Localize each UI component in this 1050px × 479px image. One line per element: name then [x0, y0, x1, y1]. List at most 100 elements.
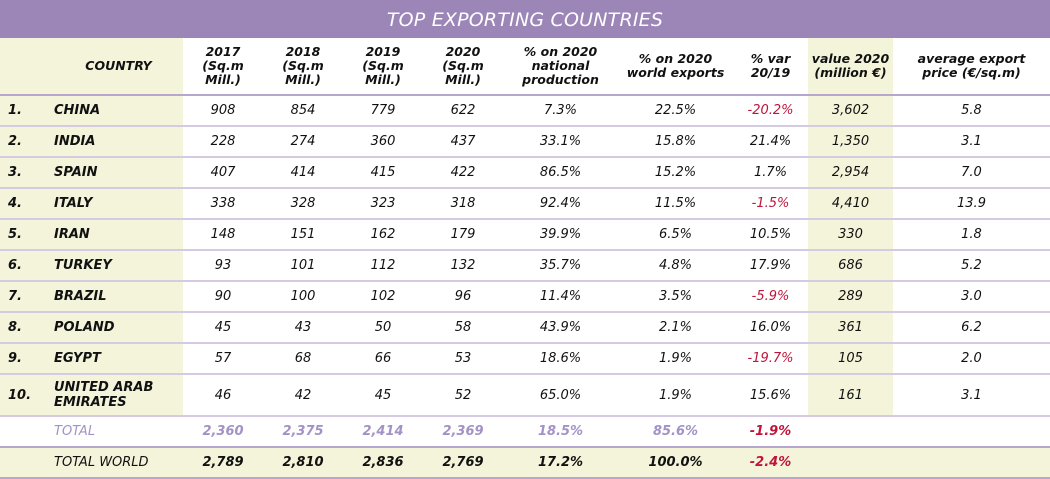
header-line: average export	[917, 51, 1026, 66]
header-y2018: 2018 (Sq.m Mill.)	[263, 38, 343, 96]
rank-cell: 7.	[0, 281, 46, 313]
country-name: TURKEY	[54, 258, 112, 273]
header-y2017: 2017 (Sq.m Mill.)	[183, 38, 263, 96]
header-line: % on 2020	[523, 44, 598, 59]
var-cell: -2.4%	[733, 447, 808, 479]
world-cell: 3.5%	[618, 281, 733, 313]
country-name: POLAND	[54, 320, 115, 335]
country-cell: BRAZIL	[46, 281, 183, 313]
rank-cell: 4.	[0, 188, 46, 220]
var-cell: 21.4%	[733, 126, 808, 158]
national-cell: 18.5%	[503, 416, 618, 448]
table-title: TOP EXPORTING COUNTRIES	[0, 0, 1050, 38]
header-y2020: 2020 (Sq.m Mill.)	[423, 38, 503, 96]
y2018-cell: 101	[263, 250, 343, 282]
header-line: (Sq.m Mill.)	[282, 58, 324, 87]
value-cell: 686	[808, 250, 893, 282]
world-cell: 22.5%	[618, 95, 733, 127]
header-var: % var 20/19	[733, 38, 808, 96]
national-cell: 17.2%	[503, 447, 618, 479]
country-name: IRAN	[54, 227, 90, 242]
national-cell: 92.4%	[503, 188, 618, 220]
var-cell: 10.5%	[733, 219, 808, 251]
price-cell: 1.8	[893, 219, 1050, 251]
rank-cell: 1.	[0, 95, 46, 127]
y2017-cell: 148	[183, 219, 263, 251]
price-cell	[893, 416, 1050, 448]
y2019-cell: 779	[343, 95, 423, 127]
world-cell: 6.5%	[618, 219, 733, 251]
country-cell: EGYPT	[46, 343, 183, 375]
country-header: COUNTRY	[46, 38, 183, 96]
total-world-row: TOTAL WORLD 2,789 2,810 2,836 2,769 17.2% 100.…	[0, 447, 1050, 479]
y2018-cell: 274	[263, 126, 343, 158]
national-cell: 18.6%	[503, 343, 618, 375]
y2019-cell: 112	[343, 250, 423, 282]
world-cell: 1.9%	[618, 343, 733, 375]
world-cell: 11.5%	[618, 188, 733, 220]
total-label: TOTAL	[46, 416, 183, 448]
y2017-cell: 46	[183, 374, 263, 417]
value-cell: 330	[808, 219, 893, 251]
price-cell: 2.0	[893, 343, 1050, 375]
country-name: SPAIN	[54, 165, 98, 180]
price-cell: 5.2	[893, 250, 1050, 282]
y2020-cell: 318	[423, 188, 503, 220]
y2019-cell: 415	[343, 157, 423, 189]
var-cell: -1.9%	[733, 416, 808, 448]
table-row: 4. ITALY 338 328 323 318 92.4% 11.5% -1.5% 4,410 1…	[0, 188, 1050, 220]
national-cell: 35.7%	[503, 250, 618, 282]
var-cell: -1.5%	[733, 188, 808, 220]
rank-cell	[0, 416, 46, 448]
y2018-cell: 100	[263, 281, 343, 313]
y2020-cell: 96	[423, 281, 503, 313]
header-row: COUNTRY 2017 (Sq.m Mill.) 2018 (Sq.m Mill.)…	[0, 38, 1050, 96]
rank-cell: 2.	[0, 126, 46, 158]
y2018-cell: 68	[263, 343, 343, 375]
country-cell: TURKEY	[46, 250, 183, 282]
national-cell: 43.9%	[503, 312, 618, 344]
table-row: 10. UNITED ARAB EMIRATES 46 42 45 52 65.0% 1.9% 1…	[0, 374, 1050, 417]
value-cell: 3,602	[808, 95, 893, 127]
table-row: 3. SPAIN 407 414 415 422 86.5% 15.2% 1.7% 2,954 7.…	[0, 157, 1050, 189]
y2019-cell: 66	[343, 343, 423, 375]
header-line: (Sq.m Mill.)	[202, 58, 244, 87]
y2020-cell: 622	[423, 95, 503, 127]
var-cell: 17.9%	[733, 250, 808, 282]
y2018-cell: 414	[263, 157, 343, 189]
header-line: 2020	[445, 44, 481, 59]
world-cell: 15.8%	[618, 126, 733, 158]
y2020-cell: 179	[423, 219, 503, 251]
country-cell: SPAIN	[46, 157, 183, 189]
table-row: 8. POLAND 45 43 50 58 43.9% 2.1% 16.0% 361 6.2	[0, 312, 1050, 344]
header-line: % var	[750, 51, 791, 66]
y2018-cell: 2,375	[263, 416, 343, 448]
national-cell: 86.5%	[503, 157, 618, 189]
y2017-cell: 45	[183, 312, 263, 344]
world-cell: 4.8%	[618, 250, 733, 282]
y2018-cell: 42	[263, 374, 343, 417]
total-row: TOTAL 2,360 2,375 2,414 2,369 18.5% 85.6% -1.9%	[0, 416, 1050, 448]
y2020-cell: 437	[423, 126, 503, 158]
header-price: average export price (€/sq.m)	[893, 38, 1050, 96]
y2020-cell: 52	[423, 374, 503, 417]
country-cell: UNITED ARAB EMIRATES	[46, 374, 183, 417]
country-cell: CHINA	[46, 95, 183, 127]
value-cell	[808, 416, 893, 448]
world-cell: 2.1%	[618, 312, 733, 344]
value-cell: 4,410	[808, 188, 893, 220]
national-cell: 65.0%	[503, 374, 618, 417]
exporting-countries-table: COUNTRY 2017 (Sq.m Mill.) 2018 (Sq.m Mill.)…	[0, 38, 1050, 479]
world-cell: 15.2%	[618, 157, 733, 189]
rank-cell: 6.	[0, 250, 46, 282]
table-row: 2. INDIA 228 274 360 437 33.1% 15.8% 21.4% 1,350 3…	[0, 126, 1050, 158]
rank-cell	[0, 447, 46, 479]
value-cell: 105	[808, 343, 893, 375]
y2018-cell: 854	[263, 95, 343, 127]
price-cell: 3.1	[893, 126, 1050, 158]
rank-cell: 3.	[0, 157, 46, 189]
header-line: national	[531, 58, 590, 73]
price-cell: 5.8	[893, 95, 1050, 127]
value-cell: 161	[808, 374, 893, 417]
header-line: 2017	[205, 44, 241, 59]
